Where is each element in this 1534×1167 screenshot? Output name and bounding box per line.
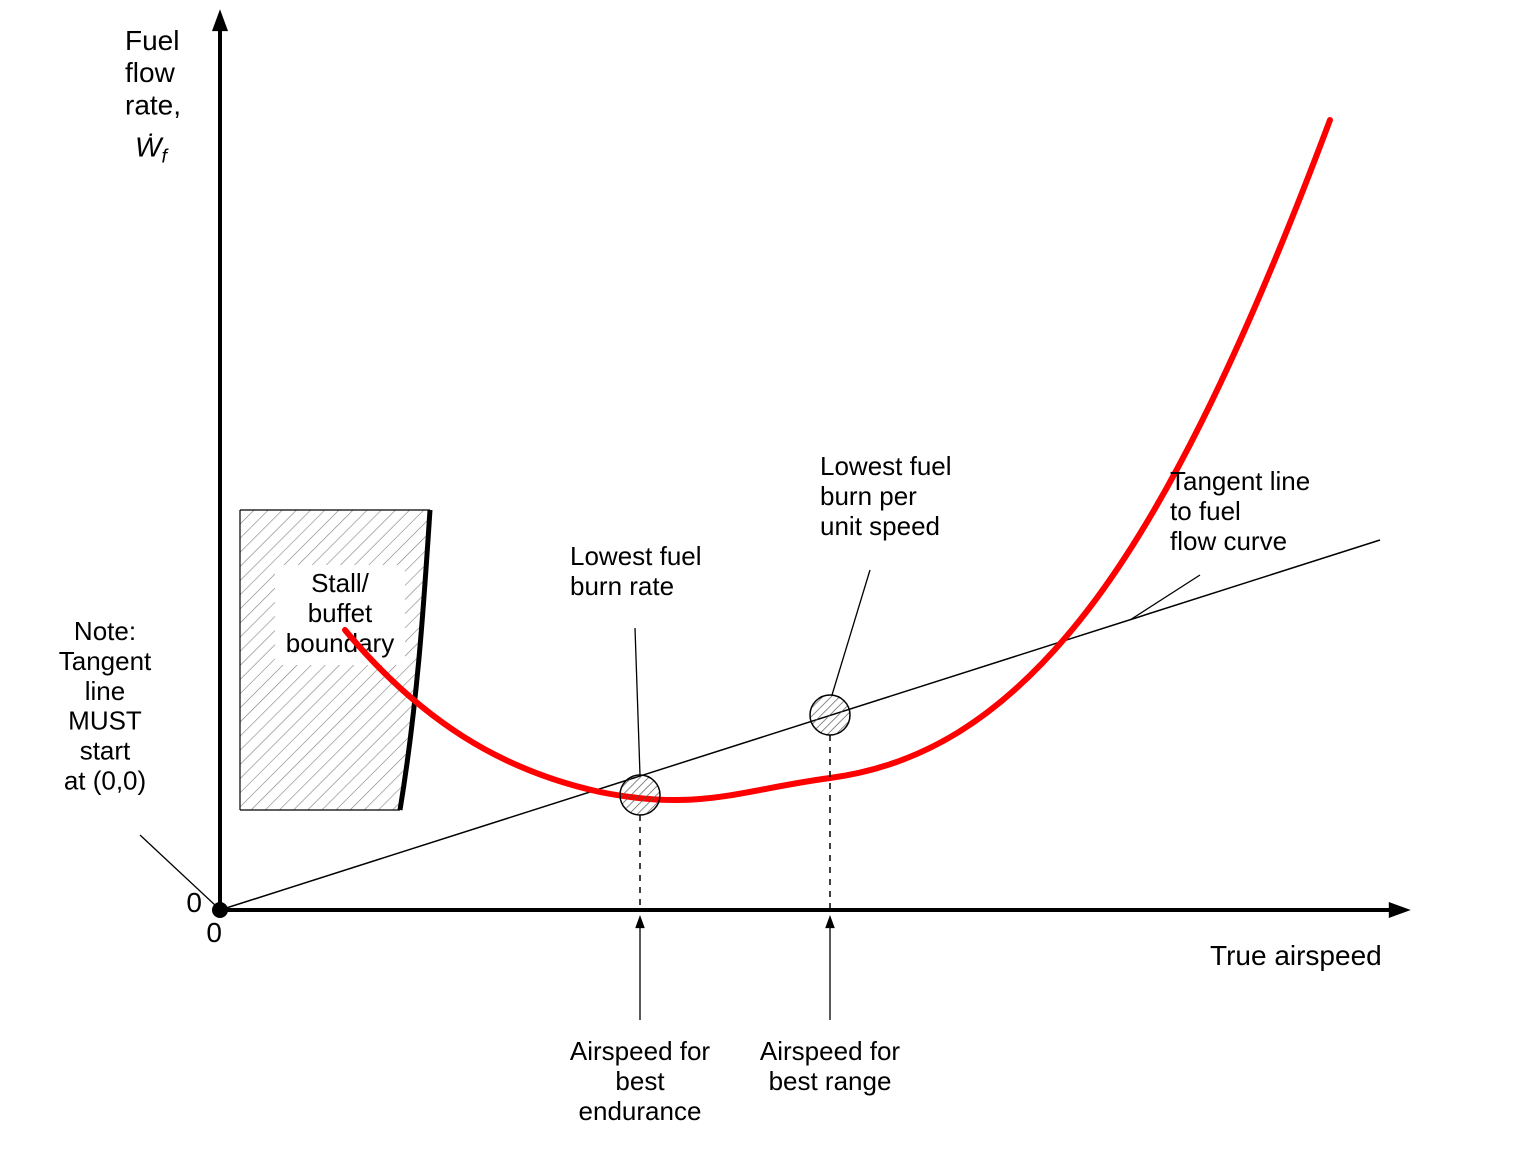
stall-buffet-region: Stall/buffetboundary [240,510,430,810]
marker-best-range [810,695,850,735]
svg-text:Fuelflowrate,: Fuelflowrate, [125,25,181,120]
label-best-range-speed: Airspeed forbest range [760,1036,901,1096]
x-axis-label: True airspeed [1210,940,1382,971]
svg-text:0: 0 [206,917,222,948]
chart-background [0,0,1534,1167]
svg-text:0: 0 [186,887,202,918]
marker-best-endurance [620,775,660,815]
